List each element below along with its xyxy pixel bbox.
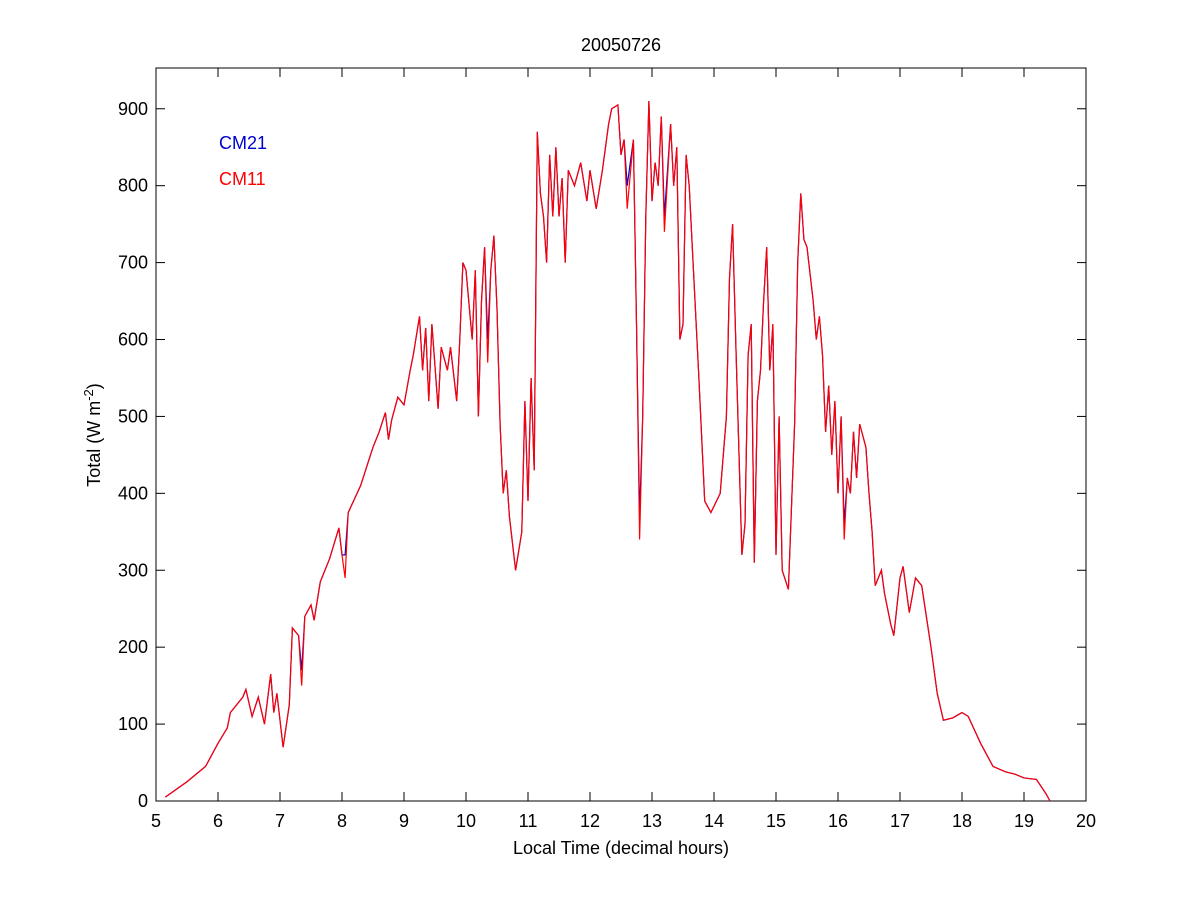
x-tick-label: 15 (766, 811, 786, 831)
x-tick-label: 17 (890, 811, 910, 831)
x-tick-label: 18 (952, 811, 972, 831)
x-tick-label: 14 (704, 811, 724, 831)
legend-label: CM11 (219, 169, 266, 189)
y-axis-label-superscript: -2 (81, 389, 96, 401)
y-tick-label: 0 (138, 791, 148, 811)
x-tick-label: 16 (828, 811, 848, 831)
y-axis-label: Total (W m-2) (81, 383, 104, 487)
y-axis-label-suffix: ) (84, 383, 104, 389)
x-tick-label: 11 (519, 811, 538, 831)
legend-label: CM21 (219, 133, 267, 153)
y-tick-label: 900 (118, 99, 148, 119)
x-tick-label: 7 (275, 811, 285, 831)
x-tick-label: 5 (151, 811, 161, 831)
y-tick-label: 700 (118, 253, 148, 273)
y-tick-label: 300 (118, 560, 148, 580)
chart-title: 20050726 (581, 35, 661, 55)
plot-frame (155, 67, 1087, 802)
x-tick-label: 8 (337, 811, 347, 831)
x-tick-label: 10 (456, 811, 476, 831)
x-axis-label: Local Time (decimal hours) (513, 838, 729, 858)
x-tick-label: 19 (1014, 811, 1034, 831)
x-tick-label: 13 (642, 811, 662, 831)
y-tick-label: 400 (118, 483, 148, 503)
series-line (164, 101, 1051, 802)
x-tick-label: 9 (399, 811, 409, 831)
x-tick-label: 20 (1076, 811, 1096, 831)
y-tick-label: 200 (118, 637, 148, 657)
y-axis-label-text: Total (W m (84, 401, 104, 487)
x-tick-label: 6 (213, 811, 223, 831)
y-tick-label: 500 (118, 406, 148, 426)
y-tick-label: 800 (118, 176, 148, 196)
x-tick-label: 12 (580, 811, 600, 831)
y-tick-label: 600 (118, 330, 148, 350)
y-tick-label: 100 (118, 714, 148, 734)
